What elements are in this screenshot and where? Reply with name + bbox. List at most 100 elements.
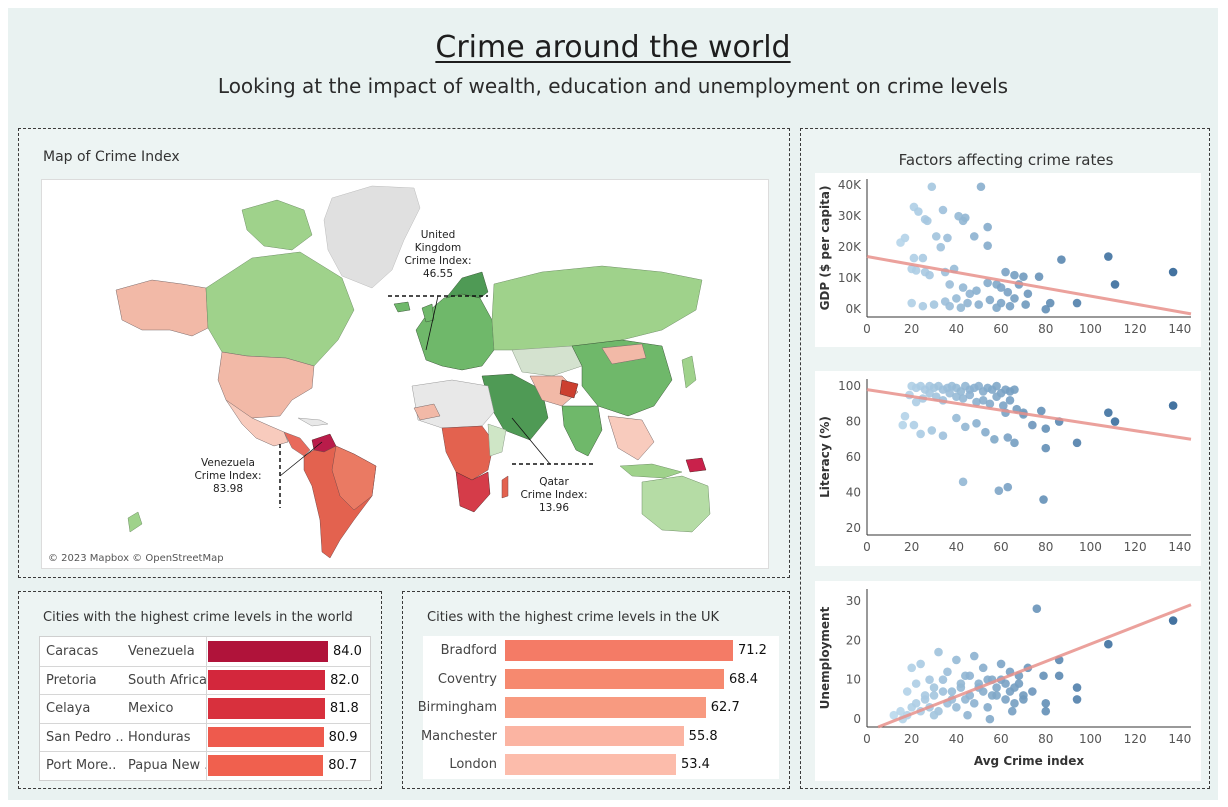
scatter-point <box>896 238 905 247</box>
scatter-point <box>1045 298 1055 308</box>
map-madagascar <box>501 475 509 499</box>
scatter-point <box>992 392 1001 402</box>
map-alaska <box>115 279 209 337</box>
scatter-point <box>889 710 899 720</box>
map-arctic-islands <box>241 199 313 251</box>
trend-line <box>866 255 1192 316</box>
map-mongolia <box>601 343 647 365</box>
scatter-point <box>1010 270 1019 280</box>
map-japan <box>681 355 697 389</box>
map-scandinavia <box>445 271 489 299</box>
map-new-zealand <box>127 511 143 533</box>
scatter-point <box>972 397 981 407</box>
venezuela-pointer <box>279 441 323 477</box>
scatter-point <box>1010 699 1019 708</box>
scatter-point <box>945 280 954 289</box>
map-iceland <box>393 301 411 313</box>
map-north-africa <box>411 379 495 429</box>
scatter-point <box>918 253 928 263</box>
scatter-point <box>999 401 1008 410</box>
map-south-africa <box>455 471 491 513</box>
world-cities-panel: Cities with the highest crime levels in … <box>18 591 382 789</box>
scatter-point <box>918 301 928 311</box>
y-tick-label: 0 <box>853 712 861 726</box>
scatter-point <box>1168 401 1178 410</box>
scatter-point <box>896 706 905 716</box>
scatter-point <box>1003 482 1013 492</box>
scatter-point <box>1028 420 1037 430</box>
scatter-point <box>992 303 1001 312</box>
scatter-point <box>945 388 954 398</box>
x-tick-label: 120 <box>1124 322 1147 336</box>
y-tick-label: 80 <box>846 415 861 429</box>
scatter-point <box>929 691 939 700</box>
scatter-point <box>1041 699 1051 708</box>
scatter-point <box>943 233 952 243</box>
scatter-point <box>1168 267 1178 277</box>
x-tick-label: 20 <box>904 540 919 554</box>
bar-value-label: 55.8 <box>688 728 718 744</box>
map-mexico <box>225 399 289 447</box>
scatter-point <box>983 278 992 288</box>
uk-cities-title: Cities with the highest crime levels in … <box>427 610 720 625</box>
scatter-point <box>969 699 979 708</box>
scatter-point <box>961 422 970 432</box>
page-title: Crime around the world <box>435 30 791 65</box>
scatter-point <box>972 419 981 428</box>
scatter-point <box>947 687 957 696</box>
uk-cities-panel: Cities with the highest crime levels in … <box>402 591 790 789</box>
map-papua <box>685 457 707 473</box>
scatter-point <box>961 213 970 223</box>
world-cities-title: Cities with the highest crime levels in … <box>43 610 353 625</box>
x-tick-label: 20 <box>904 322 919 336</box>
table-row-divider <box>40 694 370 696</box>
scatter-point <box>963 710 972 720</box>
scatter-point <box>931 232 941 241</box>
scatter-point <box>952 702 961 712</box>
x-tick-label: 140 <box>1168 732 1191 746</box>
map-afghanistan <box>559 379 579 399</box>
scatter-point <box>938 675 948 684</box>
scatter-point <box>1019 695 1028 704</box>
scatter-point <box>1104 408 1113 417</box>
map-australia <box>641 475 711 533</box>
map-india <box>561 405 603 457</box>
uk-pointer <box>425 295 439 351</box>
scatter-point <box>911 699 921 708</box>
scatter-point <box>1010 385 1019 394</box>
map-east-africa <box>487 423 507 457</box>
x-tick-label: 0 <box>863 540 871 554</box>
map-credit[interactable]: © 2023 Mapbox © OpenStreetMap <box>48 553 224 564</box>
scatter-point <box>958 477 968 487</box>
gdp-scatter-panel: 0 20 40 60 80 100 120 140 0K 10K 20K 30K 40K GDP ($ p… <box>815 173 1201 347</box>
bar-value-label: 80.9 <box>328 729 358 745</box>
scatter-point <box>920 691 930 700</box>
scatter-point <box>1104 639 1113 649</box>
scatter-point <box>1021 300 1030 309</box>
scatter-point <box>1041 706 1051 716</box>
map-africa-central <box>441 425 495 481</box>
scatter-point <box>1034 272 1044 281</box>
scatter-point <box>1028 687 1037 696</box>
table-country: Mexico <box>128 701 174 717</box>
scatter-point <box>925 270 934 280</box>
x-tick-label: 120 <box>1124 540 1147 554</box>
bar <box>208 669 326 691</box>
x-tick-label: 100 <box>1079 732 1102 746</box>
map-panel: Map of Crime Index <box>18 128 790 578</box>
scatter-point <box>983 222 992 232</box>
bar <box>208 641 328 662</box>
x-tick-label: 40 <box>949 732 964 746</box>
scatter-point <box>1041 304 1051 314</box>
scatter-point <box>958 394 968 403</box>
qatar-annotation: Qatar Crime Index: 13.96 <box>520 476 588 514</box>
map-africa-west <box>413 403 441 421</box>
scatter-point <box>969 651 979 661</box>
world-map[interactable]: United Kingdom Crime Index: 46.55 Venezu… <box>41 179 769 569</box>
bar <box>208 698 325 719</box>
scatter-point <box>992 683 1001 692</box>
map-southeast-asia <box>607 415 655 461</box>
scatter-point <box>1001 695 1010 704</box>
scatter-point <box>992 381 1001 391</box>
scatter-point <box>978 395 988 405</box>
